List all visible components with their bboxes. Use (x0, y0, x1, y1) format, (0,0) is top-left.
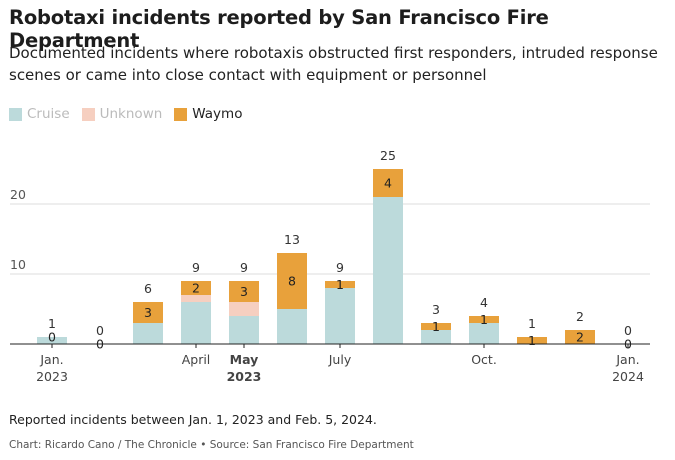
x-tick-label-6: July (328, 352, 352, 367)
bar-cruise-5 (277, 309, 307, 344)
waymo-label-7: 4 (384, 176, 392, 191)
total-label-10: 1 (528, 316, 536, 331)
total-label-8: 3 (432, 302, 440, 317)
legend-label-waymo: Waymo (192, 106, 243, 122)
bar-waymo-4 (229, 281, 259, 302)
bar-cruise-7 (373, 197, 403, 344)
waymo-label-4: 3 (240, 284, 248, 299)
bar-waymo-8 (421, 323, 451, 330)
legend-item-waymo[interactable]: Waymo (174, 106, 242, 122)
bar-cruise-4 (229, 316, 259, 344)
total-label-1: 0 (96, 323, 104, 338)
x-tick-label-0: Jan. (39, 352, 63, 367)
total-label-9: 4 (480, 295, 488, 310)
legend-swatch-cruise (9, 107, 22, 121)
total-label-0: 1 (48, 316, 56, 331)
waymo-label-5: 8 (288, 274, 296, 289)
chart-note: Reported incidents between Jan. 1, 2023 … (9, 412, 377, 427)
bar-cruise-0 (37, 337, 67, 344)
waymo-label-9: 1 (480, 312, 488, 327)
chart-credit: Chart: Ricardo Cano / The Chronicle • So… (9, 439, 414, 451)
chart-subtitle: Documented incidents where robotaxis obs… (9, 44, 658, 84)
legend-item-cruise[interactable]: Cruise (9, 106, 70, 122)
bar-waymo-3 (181, 281, 211, 295)
bar-unknown-3 (181, 295, 211, 302)
total-label-6: 9 (336, 260, 344, 275)
legend-label-cruise: Cruise (27, 106, 70, 122)
total-label-5: 13 (284, 232, 300, 247)
bar-waymo-7 (373, 169, 403, 197)
waymo-label-11: 2 (576, 330, 584, 345)
x-tick-label-4: May (230, 352, 259, 367)
y-tick-label-10: 10 (10, 257, 26, 272)
bar-waymo-9 (469, 316, 499, 323)
x-tick-year-12: 2024 (612, 369, 644, 384)
total-label-11: 2 (576, 309, 584, 324)
x-tick-year-4: 2023 (227, 369, 262, 384)
bar-waymo-11 (565, 330, 595, 344)
waymo-label-3: 2 (192, 281, 200, 296)
x-tick-label-9: Oct. (471, 352, 497, 367)
bar-cruise-2 (133, 323, 163, 344)
bar-cruise-3 (181, 302, 211, 344)
bar-unknown-4 (229, 302, 259, 316)
waymo-label-2: 3 (144, 305, 152, 320)
bar-waymo-6 (325, 281, 355, 288)
waymo-label-6: 1 (336, 277, 344, 292)
total-label-3: 9 (192, 260, 200, 275)
waymo-label-8: 1 (432, 319, 440, 334)
y-tick-label-20: 20 (10, 187, 26, 202)
bar-cruise-6 (325, 288, 355, 344)
total-label-12: 0 (624, 323, 632, 338)
bar-cruise-8 (421, 330, 451, 344)
bar-waymo-2 (133, 302, 163, 323)
total-label-7: 25 (380, 148, 396, 163)
legend-label-unknown: Unknown (99, 106, 163, 122)
total-label-2: 6 (144, 281, 152, 296)
chart-title: Robotaxi incidents reported by San Franc… (9, 6, 549, 52)
waymo-label-0: 0 (48, 330, 56, 345)
bar-waymo-5 (277, 253, 307, 309)
x-tick-label-12: Jan. (615, 352, 639, 367)
legend: Cruise Unknown Waymo (9, 106, 242, 122)
bar-cruise-9 (469, 323, 499, 344)
stacked-bar-chart: 10200100362939813194251314112200Jan.2023… (10, 148, 650, 384)
legend-swatch-waymo (174, 107, 188, 121)
legend-swatch-unknown (81, 107, 95, 121)
total-label-4: 9 (240, 260, 248, 275)
waymo-label-10: 1 (528, 333, 536, 348)
x-tick-label-3: April (182, 352, 211, 367)
bar-waymo-10 (517, 337, 547, 344)
legend-item-unknown[interactable]: Unknown (81, 106, 163, 122)
x-tick-year-0: 2023 (36, 369, 68, 384)
